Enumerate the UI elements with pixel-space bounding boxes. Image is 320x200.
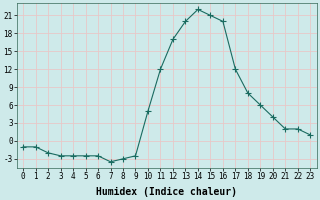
X-axis label: Humidex (Indice chaleur): Humidex (Indice chaleur) [96,186,237,197]
